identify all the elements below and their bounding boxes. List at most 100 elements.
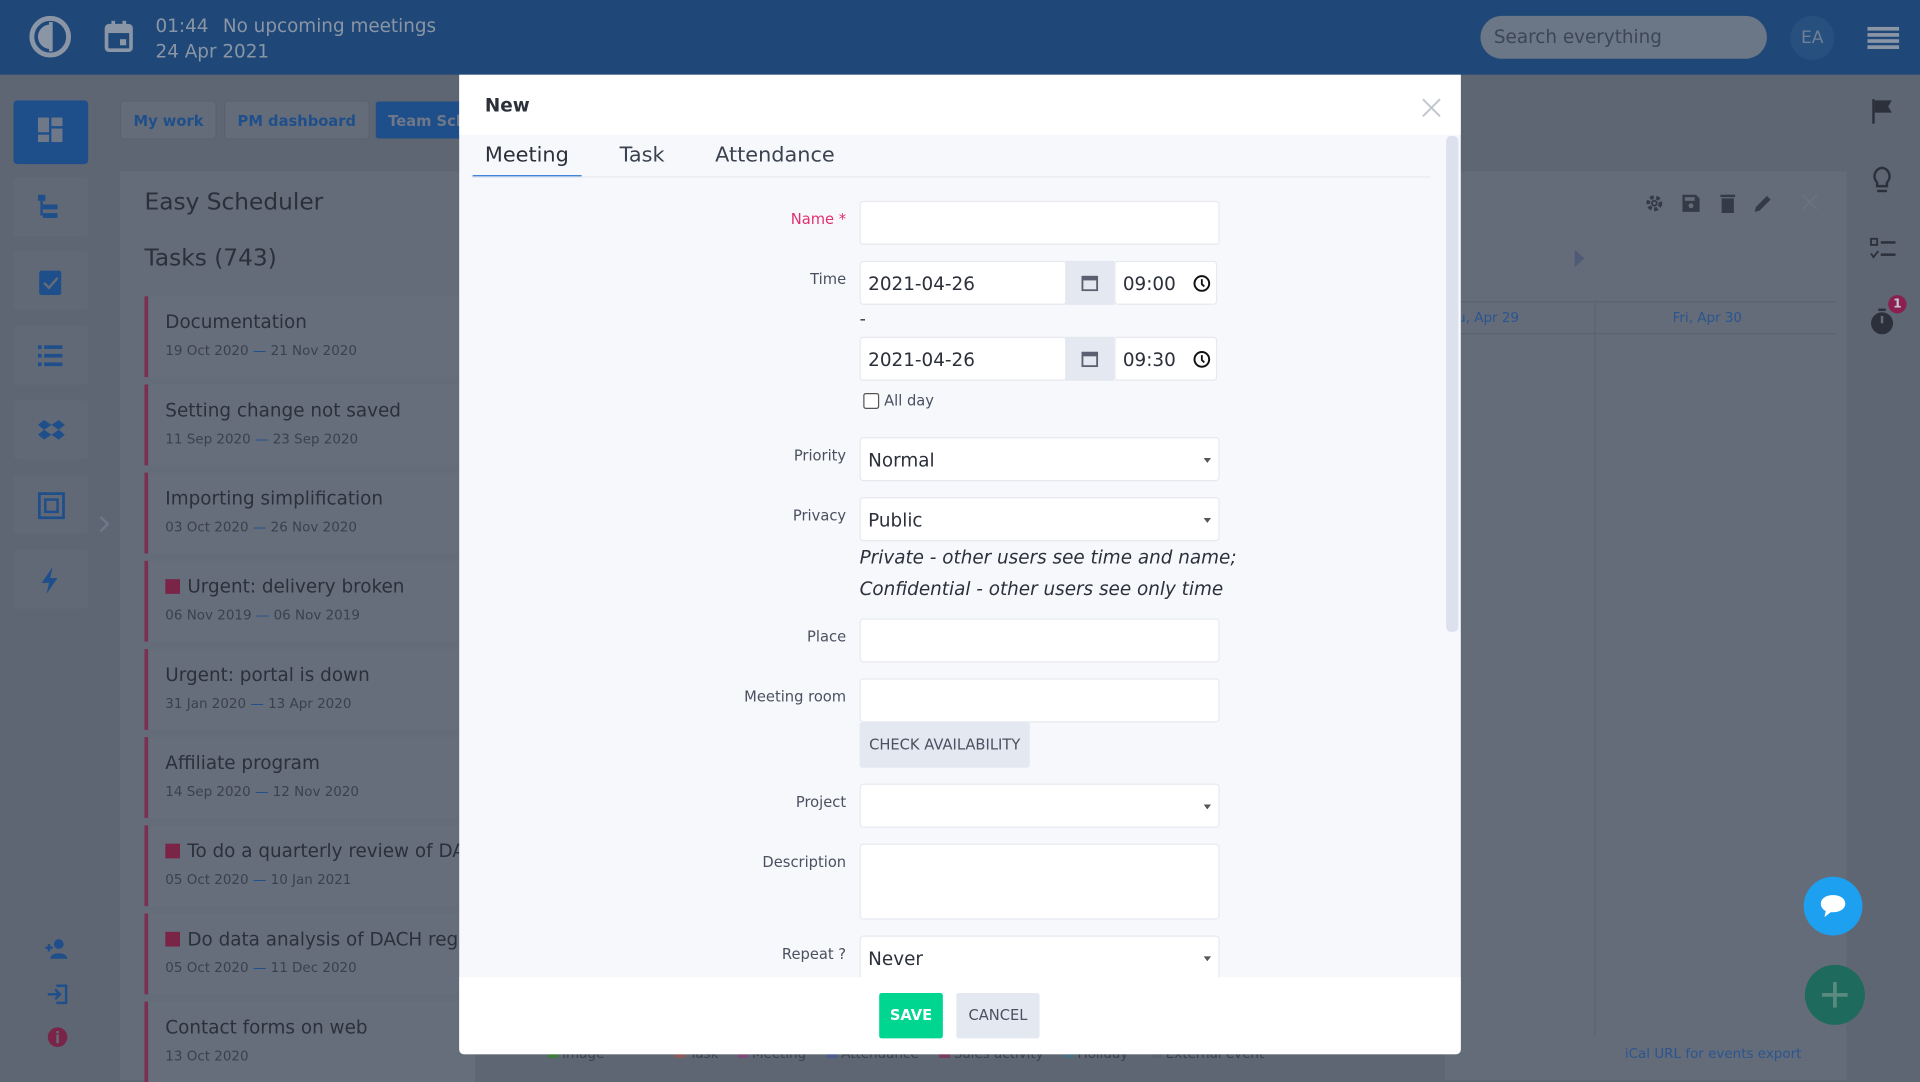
end-time-value: 09:30 <box>1122 348 1176 372</box>
close-icon[interactable] <box>1420 97 1442 119</box>
sidebar-item-dashboard[interactable] <box>13 100 89 165</box>
search-input[interactable]: Search everything <box>1480 15 1767 59</box>
task-card[interactable]: To do a quarterly review of DA 05 Oct 202… <box>144 825 476 907</box>
current-date: 24 Apr 2021 <box>155 40 270 63</box>
sign-in-icon[interactable] <box>47 983 69 1005</box>
date-dash: — <box>254 431 269 447</box>
save-button[interactable]: SAVE <box>879 993 943 1039</box>
task-start: 03 Oct 2020 <box>165 519 249 536</box>
place-input[interactable] <box>859 618 1220 663</box>
date-dash: — <box>252 960 267 976</box>
place-label: Place <box>807 628 847 646</box>
task-start: 05 Oct 2020 <box>165 960 249 976</box>
date-dash: — <box>252 519 267 536</box>
expand-sidebar-chevron-icon[interactable] <box>98 514 110 534</box>
task-title-text: Importing simplification <box>165 487 384 510</box>
task-end: 26 Nov 2020 <box>270 519 357 536</box>
divider <box>1444 301 1837 303</box>
repeat-select[interactable]: Never <box>859 935 1220 980</box>
calendar-panel <box>1444 171 1847 1081</box>
task-card[interactable]: Contact forms on web 13 Oct 2020 <box>144 1001 476 1082</box>
task-card[interactable]: Urgent: delivery broken 06 Nov 2019 — 06 … <box>144 560 476 642</box>
task-dates: 19 Oct 2020 — 21 Nov 2020 <box>165 343 357 359</box>
task-card[interactable]: Importing simplification 03 Oct 2020 — 26… <box>144 472 476 554</box>
upcoming-meetings[interactable]: No upcoming meetings <box>222 14 437 37</box>
privacy-select[interactable]: Public <box>859 497 1220 542</box>
tab-meeting[interactable]: Meeting <box>472 143 582 178</box>
tab-pm-dashboard[interactable]: PM dashboard <box>224 100 370 140</box>
next-chevron-icon[interactable] <box>1573 249 1585 269</box>
cancel-button[interactable]: CANCEL <box>956 993 1040 1039</box>
info-icon[interactable] <box>47 1026 69 1048</box>
check-availability-button[interactable]: CHECK AVAILABILITY <box>859 722 1030 768</box>
task-title: Importing simplification <box>165 487 383 509</box>
task-title: Do data analysis of DACH regi <box>165 928 463 950</box>
settings-gear-icon[interactable] <box>1644 193 1664 213</box>
top-bar: 01:44 No upcoming meetings 24 Apr 2021 S… <box>0 0 1920 75</box>
sidebar-item-actions[interactable] <box>13 549 89 609</box>
end-date-input[interactable]: 2021-04-26 <box>859 336 1067 381</box>
task-title-text: Urgent: delivery broken <box>187 575 405 598</box>
trash-icon[interactable] <box>1719 193 1736 214</box>
add-user-icon[interactable] <box>45 938 69 960</box>
task-start: 19 Oct 2020 <box>165 342 249 359</box>
priority-select[interactable]: Normal <box>859 437 1220 482</box>
timer-icon[interactable] <box>1870 306 1897 335</box>
end-date-picker-button[interactable] <box>1065 336 1115 381</box>
dropbox-icon <box>37 420 65 440</box>
task-dates: 11 Sep 2020 — 23 Sep 2020 <box>165 431 358 447</box>
name-input[interactable] <box>859 200 1220 245</box>
task-title: Urgent: delivery broken <box>165 576 404 598</box>
sidebar-item-tasks[interactable] <box>13 251 89 310</box>
add-button[interactable] <box>1804 964 1865 1025</box>
end-time-input[interactable]: 09:30 <box>1114 336 1218 381</box>
task-card[interactable]: Affiliate program 14 Sep 2020 — 12 Nov 20… <box>144 737 476 818</box>
flag-icon[interactable] <box>1870 98 1894 125</box>
logo-icon[interactable] <box>28 15 72 59</box>
start-date-input[interactable]: 2021-04-26 <box>859 260 1067 305</box>
start-time-input[interactable]: 09:00 <box>1114 260 1218 305</box>
flag-icon <box>165 843 181 859</box>
start-date-picker-button[interactable] <box>1065 260 1115 305</box>
task-dates: 31 Jan 2020 — 13 Apr 2020 <box>165 696 351 712</box>
modal-scrollbar[interactable] <box>1446 135 1459 632</box>
task-card[interactable]: Setting change not saved 11 Sep 2020 — 23… <box>144 384 476 466</box>
tab-attendance[interactable]: Attendance <box>715 143 835 168</box>
task-dates: 05 Oct 2020 — 10 Jan 2021 <box>165 872 351 888</box>
meeting-room-input[interactable] <box>859 678 1220 723</box>
task-card[interactable]: Urgent: portal is down 31 Jan 2020 — 13 A… <box>144 648 476 730</box>
priority-label: Priority <box>793 446 847 465</box>
save-icon[interactable] <box>1681 193 1701 213</box>
calendar-icon <box>1081 275 1099 292</box>
sidebar-item-dropbox[interactable] <box>13 400 89 460</box>
list-icon <box>37 345 63 367</box>
date-dash: — <box>252 871 267 888</box>
project-select[interactable] <box>859 783 1220 828</box>
calendar-icon[interactable] <box>104 20 133 54</box>
chat-button[interactable] <box>1803 876 1863 936</box>
task-title: To do a quarterly review of DA <box>165 840 465 862</box>
sidebar-item-list[interactable] <box>13 325 89 385</box>
sidebar-item-resources[interactable] <box>13 475 89 534</box>
tab-task[interactable]: Task <box>619 143 665 168</box>
tab-team-scheduler[interactable]: Team Sch <box>374 100 473 140</box>
close-panel-icon[interactable] <box>1801 193 1818 211</box>
task-title-text: Documentation <box>165 311 307 334</box>
avatar[interactable]: EA <box>1790 15 1835 61</box>
all-day-checkbox[interactable] <box>863 393 880 409</box>
sidebar-item-projects[interactable] <box>13 177 89 237</box>
divider <box>1594 301 1596 1036</box>
task-title-text: Do data analysis of DACH regi <box>187 928 464 951</box>
edit-pencil-icon[interactable] <box>1753 193 1773 213</box>
task-card[interactable]: Do data analysis of DACH regi 05 Oct 2020… <box>144 913 476 995</box>
checklist-icon[interactable] <box>1870 237 1897 262</box>
description-textarea[interactable] <box>859 843 1220 920</box>
task-card[interactable]: Documentation 19 Oct 2020 — 21 Nov 2020 <box>144 296 476 378</box>
ical-export-link[interactable]: iCal URL for events export <box>1624 1045 1802 1062</box>
hamburger-menu-icon[interactable] <box>1867 26 1900 50</box>
dashboard-icon <box>37 117 63 143</box>
task-title-text: To do a quarterly review of DA <box>187 840 465 863</box>
tab-my-work[interactable]: My work <box>120 100 217 140</box>
lightbulb-icon[interactable] <box>1870 165 1894 194</box>
task-end: 10 Jan 2021 <box>270 871 352 888</box>
